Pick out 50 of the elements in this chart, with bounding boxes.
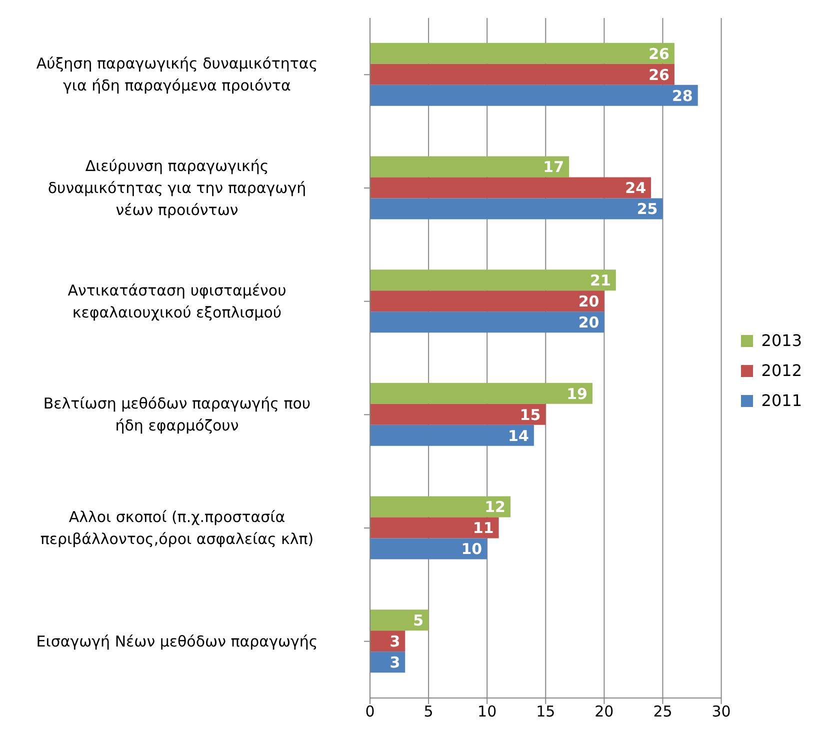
- bar: [370, 496, 511, 518]
- data-label: 26: [648, 44, 670, 63]
- y-tick-label: Εισαγωγή Νέων μεθόδων παραγωγής: [36, 632, 318, 650]
- data-label: 15: [520, 406, 541, 424]
- y-tick-label: Βελτίωση μεθόδων παραγωγής που ήδη εφαρμόζουν: [43, 394, 311, 435]
- bar: [370, 84, 698, 106]
- legend-label: 2013: [760, 330, 802, 352]
- x-tick-label: 5: [424, 702, 434, 721]
- bar: [370, 177, 652, 198]
- data-label: 12: [484, 498, 506, 516]
- bar: [370, 610, 429, 631]
- bar: [370, 270, 616, 291]
- data-label: 11: [472, 519, 494, 538]
- bar: [370, 424, 534, 446]
- bar: [370, 382, 592, 404]
- y-tick-label: Διεύρυνση παραγωγικής δυναμικότητας για την παραγωγή νέων προιόντων: [48, 157, 306, 219]
- y-tick-label: Αύξηση παραγωγικής δυναμικότητας για ήδη παραγόμενα προιόντα: [36, 54, 318, 95]
- bar: [370, 64, 674, 85]
- bar: [370, 290, 604, 312]
- data-label: 21: [590, 271, 611, 290]
- legend-label: 2012: [760, 360, 802, 382]
- bar: [370, 156, 570, 178]
- data-label: 14: [508, 426, 529, 445]
- x-tick-label: 15: [536, 702, 556, 721]
- y-tick-label: Αλλοι σκοποί (π.χ.προστασία περιβάλλοντος,όροι ασφαλείας κλπ): [40, 508, 314, 548]
- data-label: 17: [543, 158, 564, 176]
- bar: [370, 198, 663, 220]
- data-label: 20: [578, 313, 600, 332]
- bar: [370, 404, 546, 425]
- data-label: 20: [578, 292, 600, 310]
- bar: [370, 42, 674, 64]
- x-tick-label: 0: [365, 702, 375, 721]
- x-tick-label: 10: [478, 702, 497, 721]
- bar: [370, 312, 604, 333]
- data-label: 28: [672, 86, 693, 105]
- data-label: 5: [413, 611, 424, 630]
- x-tick-label: 20: [594, 702, 614, 721]
- data-label: 3: [390, 632, 400, 650]
- y-tick-label: Αντικατάσταση υφισταμένου κεφαλαιουχικού εξοπλισμού: [68, 281, 286, 322]
- legend-label: 2011: [760, 390, 802, 412]
- data-label: 19: [566, 384, 588, 403]
- data-label: 26: [648, 66, 670, 84]
- data-label: 24: [625, 179, 646, 198]
- data-label: 25: [636, 200, 658, 218]
- data-label: 10: [461, 540, 482, 558]
- x-tick-label: 25: [653, 702, 672, 721]
- x-tick-label: 30: [712, 702, 731, 721]
- data-label: 3: [390, 653, 400, 672]
- bar: [370, 517, 499, 538]
- bar: [370, 538, 488, 560]
